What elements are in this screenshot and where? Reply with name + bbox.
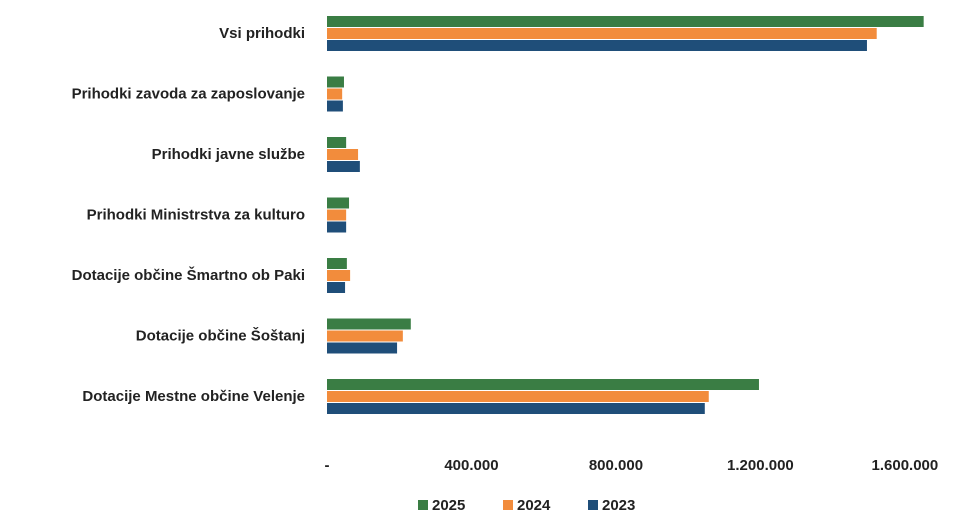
bar [327, 342, 398, 354]
bar [327, 318, 411, 330]
bar [327, 330, 403, 342]
bar [327, 403, 705, 414]
bar [327, 76, 344, 88]
legend-swatch [418, 500, 428, 510]
x-tick-label: 1.200.000 [727, 457, 794, 474]
legend-swatch [503, 500, 513, 510]
bar [327, 149, 359, 160]
x-tick-label: 800.000 [589, 457, 643, 474]
bar [327, 28, 877, 39]
category-label: Prihodki zavoda za zaposlovanje [72, 85, 305, 102]
bar [327, 137, 347, 148]
category-label: Dotacije Mestne občine Velenje [82, 388, 305, 405]
bar [327, 270, 351, 281]
category-label: Prihodki javne službe [152, 146, 305, 163]
category-label: Vsi prihodki [219, 25, 305, 42]
legend-label: 2023 [602, 497, 635, 514]
x-tick-label: - [325, 457, 330, 474]
bar [327, 197, 350, 209]
x-tick-label: 400.000 [444, 457, 498, 474]
category-label: Dotacije občine Šoštanj [136, 326, 305, 344]
bar [327, 209, 347, 221]
bar [327, 100, 343, 112]
bar [327, 161, 360, 172]
bar [327, 40, 867, 51]
category-label: Dotacije občine Šmartno ob Paki [72, 266, 305, 284]
category-label: Prihodki Ministrstva za kulturo [87, 206, 305, 223]
bar [327, 221, 347, 233]
legend-label: 2025 [432, 497, 465, 514]
legend-swatch [588, 500, 598, 510]
bar [327, 391, 709, 402]
bar [327, 258, 347, 269]
bar [327, 88, 343, 100]
bar [327, 16, 924, 27]
legend-label: 2024 [517, 497, 551, 514]
bar [327, 379, 759, 390]
bar [327, 282, 346, 293]
x-tick-label: 1.600.000 [872, 457, 939, 474]
